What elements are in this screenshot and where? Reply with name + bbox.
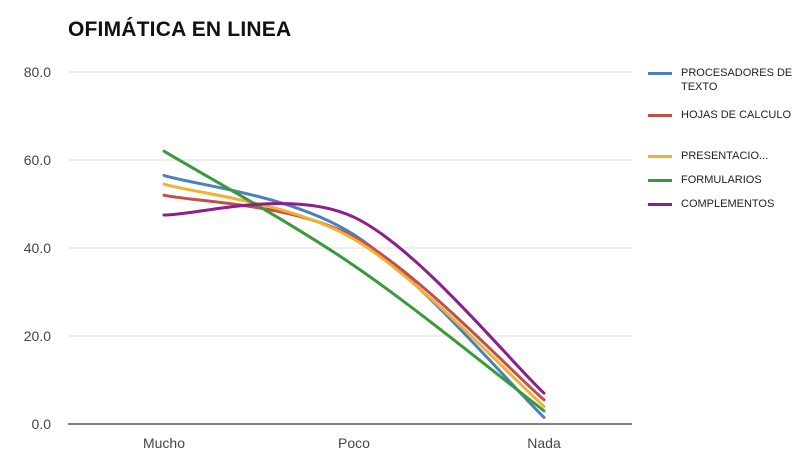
legend-item: FORMULARIOS bbox=[648, 173, 793, 187]
y-tick-label: 0.0 bbox=[32, 416, 52, 432]
y-tick-label: 20.0 bbox=[24, 328, 51, 344]
chart-title: OFIMÁTICA EN LINEA bbox=[68, 18, 292, 41]
legend-swatch bbox=[648, 114, 672, 117]
y-tick-label: 40.0 bbox=[24, 240, 51, 256]
legend-swatch bbox=[648, 72, 672, 75]
series-line-4 bbox=[162, 149, 546, 413]
series-line-1 bbox=[162, 173, 546, 419]
legend-swatch bbox=[648, 203, 672, 206]
legend-item: PROCESADORES DE TEXTO bbox=[648, 66, 793, 94]
legend-label: HOJAS DE CALCULO bbox=[681, 109, 792, 121]
y-axis-ticks: 0.0 20.0 40.0 60.0 80.0 bbox=[24, 64, 51, 432]
x-tick-label: Nada bbox=[527, 435, 561, 451]
legend-item: HOJAS DE CALCULO bbox=[648, 108, 793, 122]
series-line-2 bbox=[162, 193, 546, 402]
legend-item: PRESENTACIO... bbox=[648, 149, 793, 163]
legend-swatch bbox=[648, 179, 672, 182]
gridlines bbox=[68, 71, 632, 425]
y-tick-label: 80.0 bbox=[24, 64, 51, 80]
x-tick-label: Poco bbox=[338, 435, 370, 451]
series-lines bbox=[162, 149, 546, 419]
legend-item: COMPLEMENTOS bbox=[648, 197, 793, 211]
x-axis-ticks: Mucho Poco Nada bbox=[143, 435, 561, 451]
legend-label: FORMULARIOS bbox=[681, 174, 762, 186]
y-tick-label: 60.0 bbox=[24, 152, 51, 168]
legend-label: COMPLEMENTOS bbox=[681, 198, 775, 210]
legend-label: PROCESADORES DE TEXTO bbox=[681, 67, 793, 93]
legend-label: PRESENTACIO... bbox=[681, 150, 769, 162]
series-line-3 bbox=[162, 182, 546, 408]
legend-swatch bbox=[648, 155, 672, 158]
series-line-5 bbox=[162, 202, 546, 395]
x-tick-label: Mucho bbox=[143, 435, 185, 451]
